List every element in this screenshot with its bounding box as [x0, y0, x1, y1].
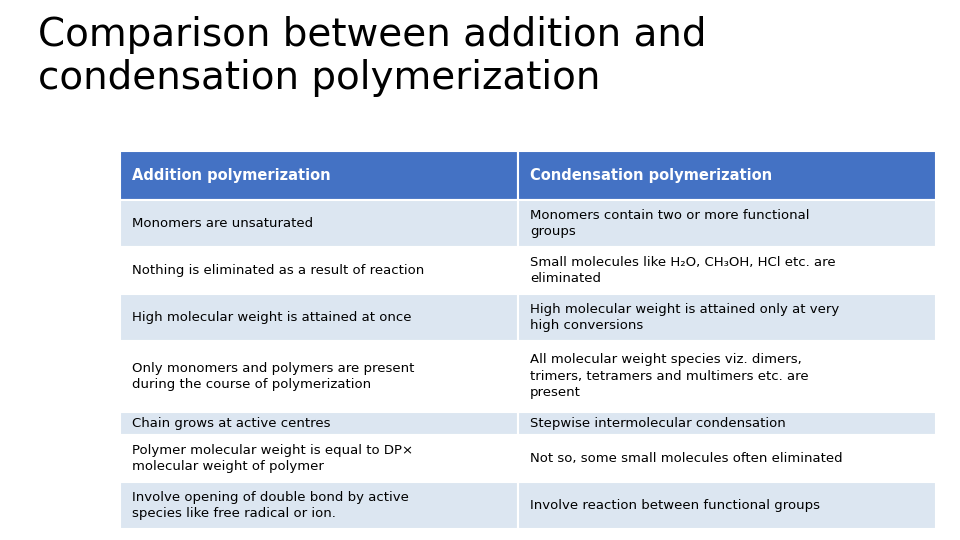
Text: Monomers contain two or more functional
groups: Monomers contain two or more functional … — [530, 208, 809, 238]
Text: Condensation polymerization: Condensation polymerization — [530, 168, 772, 183]
Text: Chain grows at active centres: Chain grows at active centres — [132, 417, 330, 430]
Bar — [518, 435, 936, 482]
Bar — [518, 341, 936, 411]
Text: Involve reaction between functional groups: Involve reaction between functional grou… — [530, 499, 820, 512]
Text: High molecular weight is attained at once: High molecular weight is attained at onc… — [132, 311, 411, 324]
Bar — [518, 482, 936, 529]
Text: Monomers are unsaturated: Monomers are unsaturated — [132, 217, 313, 230]
Text: Comparison between addition and
condensation polymerization: Comparison between addition and condensa… — [38, 16, 707, 97]
Text: Involve opening of double bond by active
species like free radical or ion.: Involve opening of double bond by active… — [132, 491, 408, 521]
Bar — [518, 411, 936, 435]
Bar — [120, 482, 518, 529]
Bar — [518, 200, 936, 247]
Text: Only monomers and polymers are present
during the course of polymerization: Only monomers and polymers are present d… — [132, 361, 414, 391]
Text: Not so, some small molecules often eliminated: Not so, some small molecules often elimi… — [530, 452, 843, 465]
Bar — [120, 341, 518, 411]
Bar — [120, 200, 518, 247]
Bar — [120, 411, 518, 435]
Bar — [518, 294, 936, 341]
Text: All molecular weight species viz. dimers,
trimers, tetramers and multimers etc. : All molecular weight species viz. dimers… — [530, 353, 808, 399]
Text: Stepwise intermolecular condensation: Stepwise intermolecular condensation — [530, 417, 785, 430]
Bar — [518, 247, 936, 294]
Text: Small molecules like H₂O, CH₃OH, HCl etc. are
eliminated: Small molecules like H₂O, CH₃OH, HCl etc… — [530, 255, 835, 285]
Text: Polymer molecular weight is equal to DP×
molecular weight of polymer: Polymer molecular weight is equal to DP×… — [132, 444, 413, 474]
Bar — [120, 294, 518, 341]
Bar — [518, 151, 936, 200]
Text: Nothing is eliminated as a result of reaction: Nothing is eliminated as a result of rea… — [132, 264, 423, 277]
Bar — [120, 435, 518, 482]
Bar — [120, 151, 518, 200]
Text: Addition polymerization: Addition polymerization — [132, 168, 330, 183]
Text: High molecular weight is attained only at very
high conversions: High molecular weight is attained only a… — [530, 303, 839, 332]
Bar — [120, 247, 518, 294]
